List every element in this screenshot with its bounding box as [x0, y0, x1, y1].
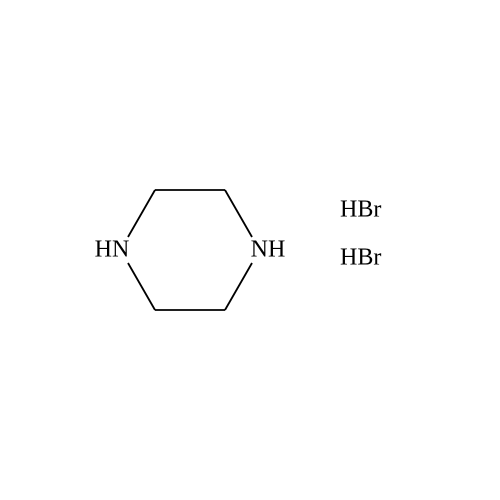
bond	[128, 263, 155, 310]
structure-canvas: HN NH HBr HBr	[0, 0, 500, 500]
bond	[225, 190, 252, 237]
atom-text: NH	[251, 237, 286, 263]
atom-n1-label: HN	[95, 237, 130, 264]
bond	[128, 190, 155, 237]
salt-text: HBr	[340, 245, 381, 271]
atom-text: HN	[95, 237, 130, 263]
salt-text: HBr	[340, 197, 381, 223]
salt-label-0: HBr	[340, 197, 381, 224]
salt-label-1: HBr	[340, 245, 381, 272]
atom-n4-label: NH	[251, 237, 286, 264]
bond	[225, 263, 252, 310]
